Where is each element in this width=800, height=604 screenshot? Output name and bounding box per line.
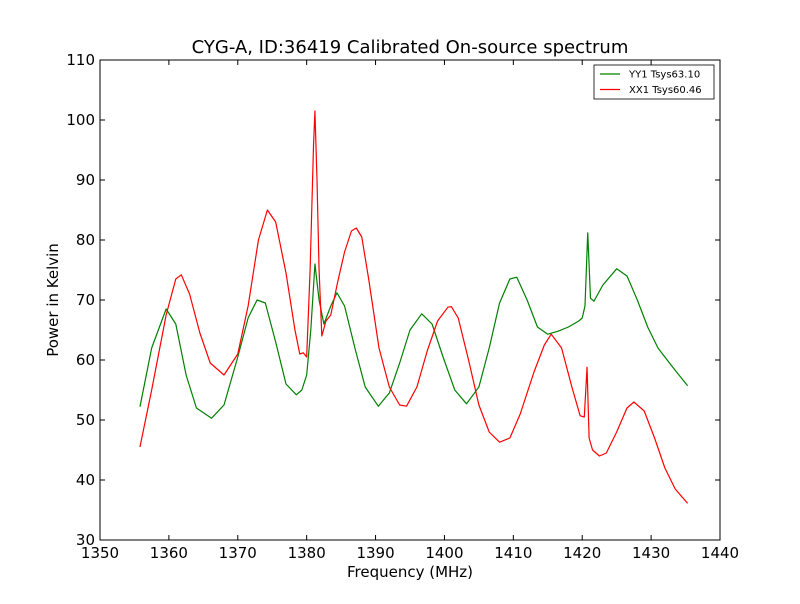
legend-label-2: XX1 Tsys60.46 [629, 85, 702, 96]
x-tick-label: 1380 [288, 544, 326, 562]
y-tick-label: 100 [66, 111, 95, 129]
y-tick-label: 50 [76, 411, 95, 429]
x-tick-label: 1360 [150, 544, 188, 562]
plot-area: 1350 1360 1370 1380 1390 1400 1410 1420 1430 1440… [66, 51, 739, 562]
chart-title: CYG-A, ID:36419 Calibrated On-source spe… [192, 37, 629, 58]
x-tick-label: 1370 [219, 544, 257, 562]
y-tick-label: 90 [76, 171, 95, 189]
y-tick-label: 70 [76, 291, 95, 309]
x-axis-label: Frequency (MHz) [347, 563, 473, 581]
x-tick-label: 1400 [425, 544, 463, 562]
y-axis-label: Power in Kelvin [44, 243, 62, 357]
y-tick-label: 110 [66, 51, 95, 69]
series-line-1 [139, 232, 689, 419]
x-tick-label: 1410 [494, 544, 532, 562]
x-tick-label: 1430 [632, 544, 670, 562]
y-tick-label: 60 [76, 351, 95, 369]
x-tick-label: 1390 [356, 544, 394, 562]
y-tick-label: 80 [76, 231, 95, 249]
legend-box [593, 64, 715, 100]
x-tick-label: 1350 [81, 544, 119, 562]
x-tick-label: 1440 [701, 544, 739, 562]
series-line-2 [139, 110, 689, 504]
y-tick-label: 40 [76, 471, 95, 489]
y-tick-label: 30 [76, 531, 95, 549]
legend-label-1: YY1 Tsys63.10 [628, 70, 700, 81]
x-tick-label: 1420 [563, 544, 601, 562]
